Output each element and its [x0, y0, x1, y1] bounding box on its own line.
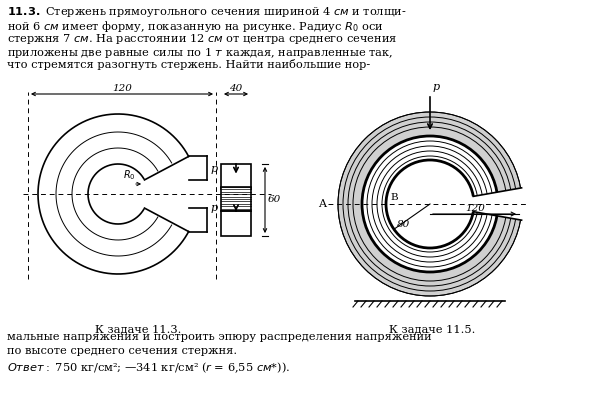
Text: 40: 40: [230, 84, 242, 93]
Text: $\mathbf{11.3.}$ Стержень прямоугольного сечения шириной 4 $\mathit{см}$ и толщи: $\mathbf{11.3.}$ Стержень прямоугольного…: [7, 5, 407, 19]
Text: К задаче 11.5.: К задаче 11.5.: [389, 324, 475, 334]
Text: 60: 60: [268, 196, 281, 204]
Circle shape: [338, 112, 522, 296]
Text: К задаче 11.3.: К задаче 11.3.: [95, 324, 181, 334]
Text: p: p: [211, 203, 218, 213]
Text: B: B: [390, 193, 398, 202]
Text: $\mathit{Ответ:}$ 750 кг/см²; —341 кг/см² ($r$ = 6,55 $\mathit{см}$*)).: $\mathit{Ответ:}$ 750 кг/см²; —341 кг/см…: [7, 360, 290, 375]
Text: p: p: [211, 164, 218, 174]
Text: 80: 80: [396, 220, 410, 229]
Text: p: p: [433, 82, 440, 92]
Text: 120: 120: [112, 84, 132, 93]
Bar: [221, 164, 251, 189]
Bar: [221, 211, 251, 236]
Text: $R_0$: $R_0$: [123, 168, 136, 182]
Text: приложены две равные силы по 1 $\mathit{т}$ каждая, направленные так,: приложены две равные силы по 1 $\mathit{…: [7, 46, 394, 59]
Wedge shape: [430, 188, 524, 220]
Text: 120: 120: [465, 204, 485, 213]
Text: A: A: [318, 199, 326, 209]
Bar: [221, 187, 251, 211]
Circle shape: [386, 160, 474, 248]
Text: ной 6 $\mathit{см}$ имеет форму, показанную на рисунке. Радиус $R_0$ оси: ной 6 $\mathit{см}$ имеет форму, показан…: [7, 19, 384, 34]
Text: по высоте среднего сечения стержня.: по высоте среднего сечения стержня.: [7, 346, 237, 356]
Text: стержня 7 $\mathit{см}$. На расстоянии 12 $\mathit{см}$ от центра среднего сечен: стержня 7 $\mathit{см}$. На расстоянии 1…: [7, 32, 398, 46]
Text: мальные напряжения и построить эпюру распределения напряжений: мальные напряжения и построить эпюру рас…: [7, 332, 432, 342]
Text: что стремятся разогнуть стержень. Найти наибольшие нор-: что стремятся разогнуть стержень. Найти …: [7, 59, 371, 70]
Circle shape: [362, 136, 498, 272]
